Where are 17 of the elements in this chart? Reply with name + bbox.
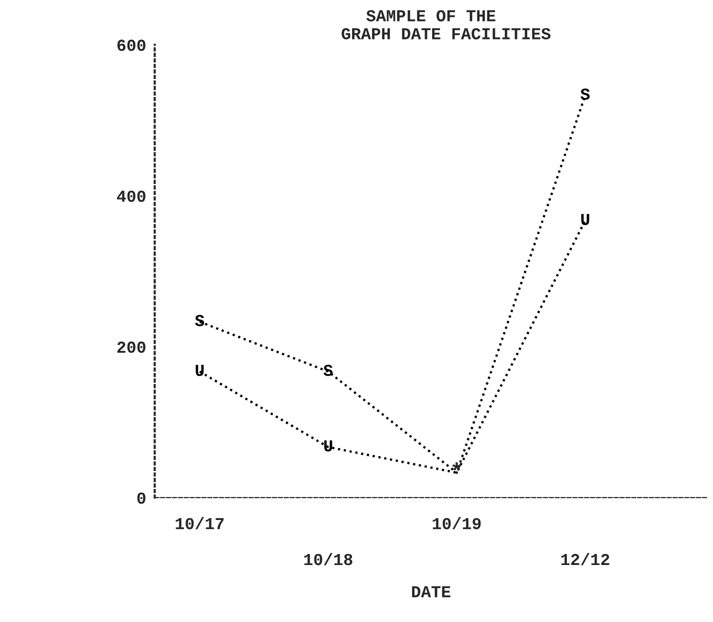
x-tick-label: 10/19: [432, 517, 481, 530]
x-tick-label: 10/18: [304, 552, 352, 566]
series-label: S: [324, 364, 333, 376]
text: U: [196, 364, 204, 376]
text: U: [581, 214, 590, 226]
y-tick-label: 0: [137, 492, 146, 504]
x-tick-label: 10/17: [176, 517, 224, 530]
x-axis-title: DATE: [412, 586, 450, 598]
text: S: [195, 314, 204, 326]
chart-title: SAMPLE OF THE GRAPH DATE FACILITIES: [342, 10, 550, 40]
y-tick-label: 200: [117, 342, 146, 353]
x-tick-label: 12/12: [561, 552, 610, 566]
text: S: [580, 88, 590, 100]
annotation: *: [452, 462, 461, 471]
y-tick-label: 600: [117, 40, 146, 51]
y-tick-label: 400: [116, 190, 146, 202]
series-label: U: [324, 440, 332, 452]
